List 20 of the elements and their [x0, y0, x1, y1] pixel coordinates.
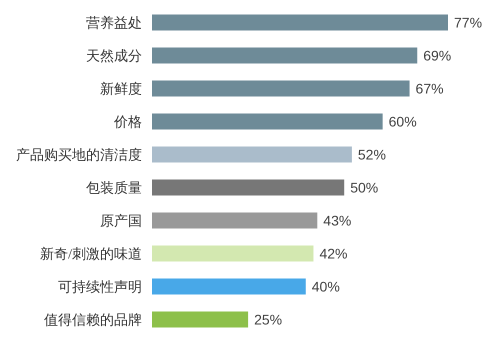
- y-tick-label: 新鲜度: [100, 82, 142, 98]
- data-label: 50%: [350, 180, 378, 196]
- y-tick-label: 可持续性声明: [58, 280, 142, 296]
- data-label: 60%: [388, 114, 417, 130]
- y-tick-label: 价格: [113, 114, 142, 130]
- y-tick-label: 包装质量: [86, 180, 142, 196]
- data-label: 52%: [358, 146, 386, 162]
- data-label: 77%: [454, 14, 482, 30]
- y-tick-label: 营养益处: [86, 16, 142, 32]
- y-tick-label: 产品购买地的清洁度: [16, 148, 142, 164]
- y-tick-label: 新奇/刺激的味道: [40, 246, 142, 262]
- y-tick-label: 天然成分: [86, 48, 142, 64]
- y-tick-label: 值得信赖的品牌: [44, 312, 142, 328]
- y-tick-label: 原产国: [100, 214, 142, 230]
- data-label: 40%: [312, 278, 340, 294]
- data-label: 69%: [423, 48, 452, 64]
- data-label: 67%: [416, 80, 444, 96]
- data-label: 42%: [319, 246, 348, 262]
- data-label: 43%: [323, 212, 352, 228]
- data-label: 25%: [254, 312, 282, 328]
